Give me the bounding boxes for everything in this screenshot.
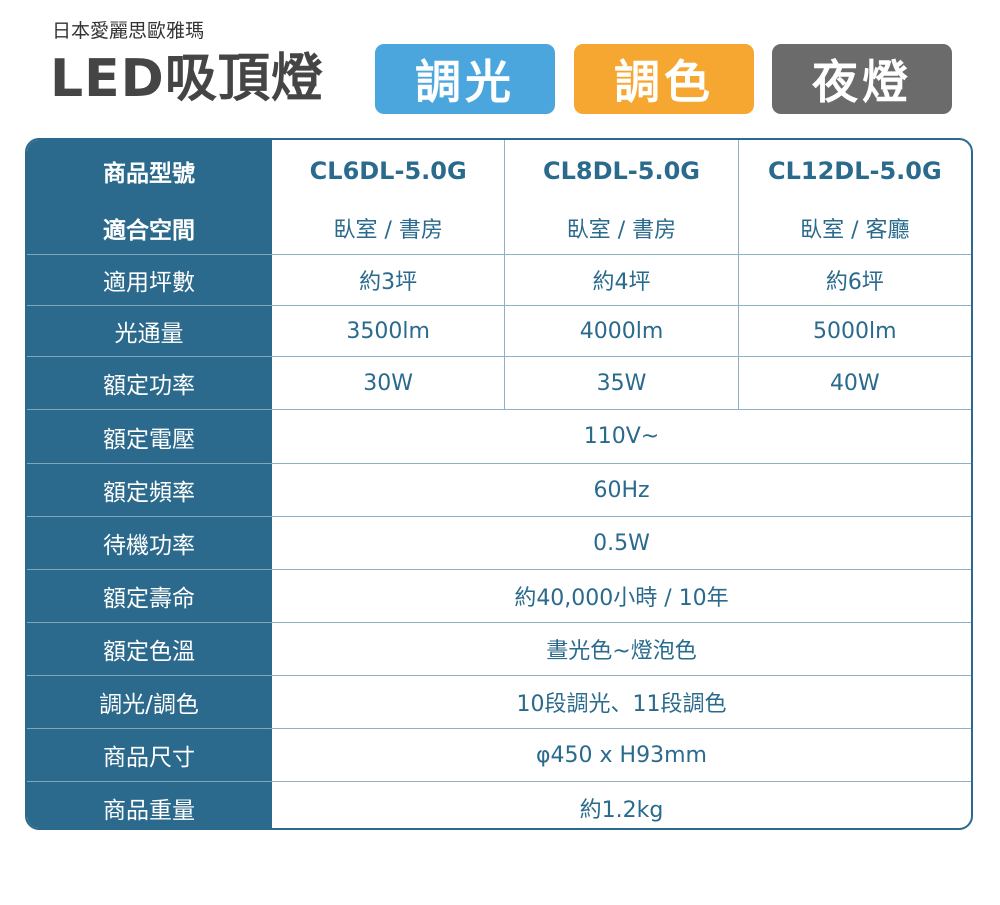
badge-night-light: 夜燈: [772, 44, 952, 114]
value-cell: 40W: [737, 357, 971, 409]
table-row: 適用坪數 約3坪 約4坪 約6坪: [27, 254, 971, 305]
row-label: 光通量: [27, 305, 271, 356]
row-label: 待機功率: [27, 516, 271, 569]
value-cell: 0.5W: [271, 517, 971, 569]
table-row: 額定頻率 60Hz: [27, 463, 971, 516]
value-cell: 4000lm: [504, 306, 737, 356]
table-row: 額定電壓 110V~: [27, 409, 971, 463]
value-cell: 晝光色~燈泡色: [271, 623, 971, 675]
value-cell: 10段調光、11段調色: [271, 676, 971, 728]
value-cell: 約6坪: [737, 255, 971, 305]
row-label: 商品型號: [27, 140, 271, 202]
badge-dimming: 調光: [375, 44, 555, 114]
row-label: 商品重量: [27, 781, 271, 828]
value-cell: 臥室 / 書房: [271, 202, 504, 254]
table-row: 額定功率 30W 35W 40W: [27, 356, 971, 409]
row-label: 額定壽命: [27, 569, 271, 622]
value-cell: 臥室 / 客廳: [737, 202, 971, 254]
value-cell: 3500lm: [271, 306, 504, 356]
value-cell: 35W: [504, 357, 737, 409]
table-row: 商品尺寸 φ450 x H93mm: [27, 728, 971, 781]
table-row: 調光/調色 10段調光、11段調色: [27, 675, 971, 728]
model-cell: CL8DL-5.0G: [504, 140, 737, 202]
row-label: 額定功率: [27, 356, 271, 409]
row-label: 調光/調色: [27, 675, 271, 728]
table-row: 商品重量 約1.2kg: [27, 781, 971, 828]
page-title: LED吸頂燈: [50, 49, 324, 109]
table-row: 額定色溫 晝光色~燈泡色: [27, 622, 971, 675]
value-cell: 約40,000小時 / 10年: [271, 570, 971, 622]
table-row: 待機功率 0.5W: [27, 516, 971, 569]
spec-table: 商品型號 CL6DL-5.0G CL8DL-5.0G CL12DL-5.0G 適…: [25, 138, 973, 830]
value-cell: 5000lm: [737, 306, 971, 356]
value-cell: 臥室 / 書房: [504, 202, 737, 254]
row-label: 適合空間: [27, 202, 271, 254]
brand-name: 日本愛麗思歐雅瑪: [52, 20, 205, 42]
table-header-row: 商品型號 CL6DL-5.0G CL8DL-5.0G CL12DL-5.0G: [27, 140, 971, 202]
row-label: 額定電壓: [27, 409, 271, 463]
value-cell: 30W: [271, 357, 504, 409]
value-cell: 約1.2kg: [271, 782, 971, 828]
value-cell: 60Hz: [271, 464, 971, 516]
value-cell: 約4坪: [504, 255, 737, 305]
row-label: 額定色溫: [27, 622, 271, 675]
value-cell: 110V~: [271, 410, 971, 463]
value-cell: 約3坪: [271, 255, 504, 305]
model-cell: CL6DL-5.0G: [271, 140, 504, 202]
row-label: 商品尺寸: [27, 728, 271, 781]
row-label: 適用坪數: [27, 254, 271, 305]
table-row: 光通量 3500lm 4000lm 5000lm: [27, 305, 971, 356]
table-row: 額定壽命 約40,000小時 / 10年: [27, 569, 971, 622]
value-cell: φ450 x H93mm: [271, 729, 971, 781]
table-row: 適合空間 臥室 / 書房 臥室 / 書房 臥室 / 客廳: [27, 202, 971, 254]
model-cell: CL12DL-5.0G: [737, 140, 971, 202]
row-label: 額定頻率: [27, 463, 271, 516]
badge-color-tuning: 調色: [574, 44, 754, 114]
